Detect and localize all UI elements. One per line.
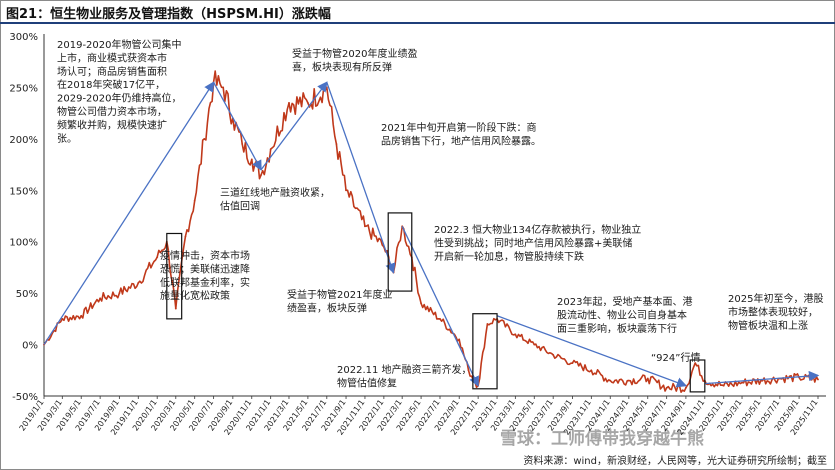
- data-point: [269, 148, 272, 151]
- data-point: [817, 378, 819, 381]
- annotation-text: 估值回调: [220, 199, 260, 212]
- annotation-text: 喜，板块表现有所反弹: [292, 60, 392, 73]
- y-tick-label: 100%: [9, 238, 38, 249]
- data-point: [250, 158, 253, 161]
- data-point: [184, 235, 187, 238]
- trend-arrow: [43, 81, 215, 345]
- data-point: [203, 138, 206, 140]
- data-point: [722, 384, 725, 387]
- data-point: [609, 379, 612, 382]
- trend-arrow: [401, 226, 479, 387]
- annotation-text: 张。: [57, 133, 77, 145]
- data-point: [307, 102, 309, 104]
- annotation-text: 2022.3 恒大物业134亿存款被执行，物业独立: [434, 223, 641, 236]
- trend-arrow: [496, 315, 688, 388]
- trend-arrow: [326, 82, 396, 274]
- data-point: [458, 338, 461, 341]
- y-tick-label: 300%: [9, 32, 38, 43]
- annotation-text: 2019-2020年物管公司集中: [57, 38, 182, 51]
- annotation-text: 频繁收并购，规模快速扩: [57, 118, 167, 131]
- annotation-text: 2029-2020年仍维持高位，: [57, 92, 182, 105]
- annotation-text: 三道红线地产融资收紧，: [220, 186, 330, 199]
- y-tick-label: 250%: [9, 83, 38, 94]
- annotation-text: 施量化宽松政策: [160, 289, 230, 302]
- data-point: [99, 297, 101, 300]
- annotation-text: 2025年初至今，港股: [728, 292, 823, 305]
- data-point: [571, 362, 574, 364]
- trend-arrow: [213, 81, 262, 171]
- annotation-text: 物管板块温和上涨: [728, 319, 808, 332]
- trend-arrow: [704, 370, 820, 385]
- annotation-text: 2022.11 地产融资三箭齐发，: [337, 363, 472, 376]
- data-point: [467, 369, 470, 372]
- annotation-text: 物管估值修复: [337, 376, 397, 389]
- annotation-text: 场认可；商品房销售面积: [57, 65, 167, 78]
- annotation-text: 受益于物管2020年度业绩盈: [292, 47, 417, 60]
- event-box: [689, 359, 706, 393]
- data-point: [685, 386, 687, 389]
- event-box: [166, 232, 183, 320]
- data-point: [627, 379, 630, 382]
- annotation-text: 疫情冲击，资本市场: [160, 249, 250, 262]
- y-tick-label: 150%: [9, 186, 38, 197]
- annotation-text: 开启新一轮加息，物管股持续下跌: [434, 250, 584, 263]
- y-tick-label: 0%: [22, 341, 38, 352]
- data-point: [420, 302, 422, 305]
- annotation-text: 受益于物管2021年度业: [287, 288, 392, 301]
- annotation-text: 绩盈喜，板块反弹: [287, 301, 367, 314]
- data-point: [80, 314, 83, 317]
- annotation-text: 股流动性、物业公司自身基本: [557, 308, 687, 321]
- data-point: [486, 323, 489, 325]
- data-point: [646, 377, 649, 380]
- trend-arrow: [260, 81, 328, 171]
- annotation-text: “924”行情: [651, 351, 700, 364]
- data-point: [61, 318, 64, 320]
- data-point: [174, 307, 177, 310]
- y-tick-label: 200%: [9, 135, 38, 146]
- data-point: [288, 102, 290, 104]
- data-point: [193, 199, 196, 202]
- title-bar: 图21：恒生物业服务及管理指数（HSPSM.HI）涨跌幅: [0, 0, 835, 24]
- data-point: [364, 225, 366, 228]
- data-point: [552, 354, 555, 356]
- annotation-text: 恐慌；美联储迅速降: [160, 262, 250, 275]
- annotation-text: 2021年中旬开启第一阶段下跌：商: [381, 121, 536, 134]
- data-point: [439, 318, 441, 320]
- series-line: [43, 70, 819, 394]
- data-point: [325, 86, 328, 89]
- annotation-text: 市场整体表现较好，: [728, 305, 818, 318]
- event-box: [472, 313, 498, 390]
- annotation-text: 面三重影响，板块震荡下行: [557, 322, 677, 335]
- annotation-text: 在2018年突破17亿平，: [57, 78, 165, 91]
- data-point: [241, 143, 244, 145]
- data-point: [118, 292, 121, 294]
- annotation-text: 物管公司借力资本市场，: [57, 105, 167, 118]
- data-point: [590, 369, 593, 372]
- watermark-text: 雪球：工师傅带我穿越牛熊: [500, 428, 704, 449]
- data-point: [260, 174, 262, 176]
- annotation-text: 低联邦基金利率，实: [160, 276, 250, 289]
- data-point: [222, 86, 225, 89]
- data-point: [345, 189, 347, 192]
- data-point: [335, 143, 338, 145]
- data-point: [156, 256, 159, 258]
- event-box: [387, 212, 413, 292]
- data-point: [514, 333, 517, 336]
- y-tick-label: 50%: [16, 289, 38, 300]
- data-point: [533, 343, 536, 346]
- data-point: [741, 381, 743, 384]
- annotation-text: 性受到挑战；同时地产信用风险暴露+美联储: [434, 236, 632, 249]
- page-title: 图21：恒生物业服务及管理指数（HSPSM.HI）涨跌幅: [6, 7, 331, 22]
- annotation-text: 品房销售下行，地产信用风险暴露。: [381, 134, 541, 147]
- annotation-text: 2023年起，受地产基本面、港: [557, 295, 692, 308]
- annotation-text: 上市，商业模式获资本市: [57, 51, 167, 64]
- y-tick-label: -50%: [12, 392, 38, 403]
- data-point: [665, 386, 668, 389]
- source-note: 资料来源：wind，新浪财经，人民网等，光大证券研究所绘制；截至: [523, 456, 827, 467]
- data-point: [137, 282, 140, 284]
- data-point: [694, 362, 697, 364]
